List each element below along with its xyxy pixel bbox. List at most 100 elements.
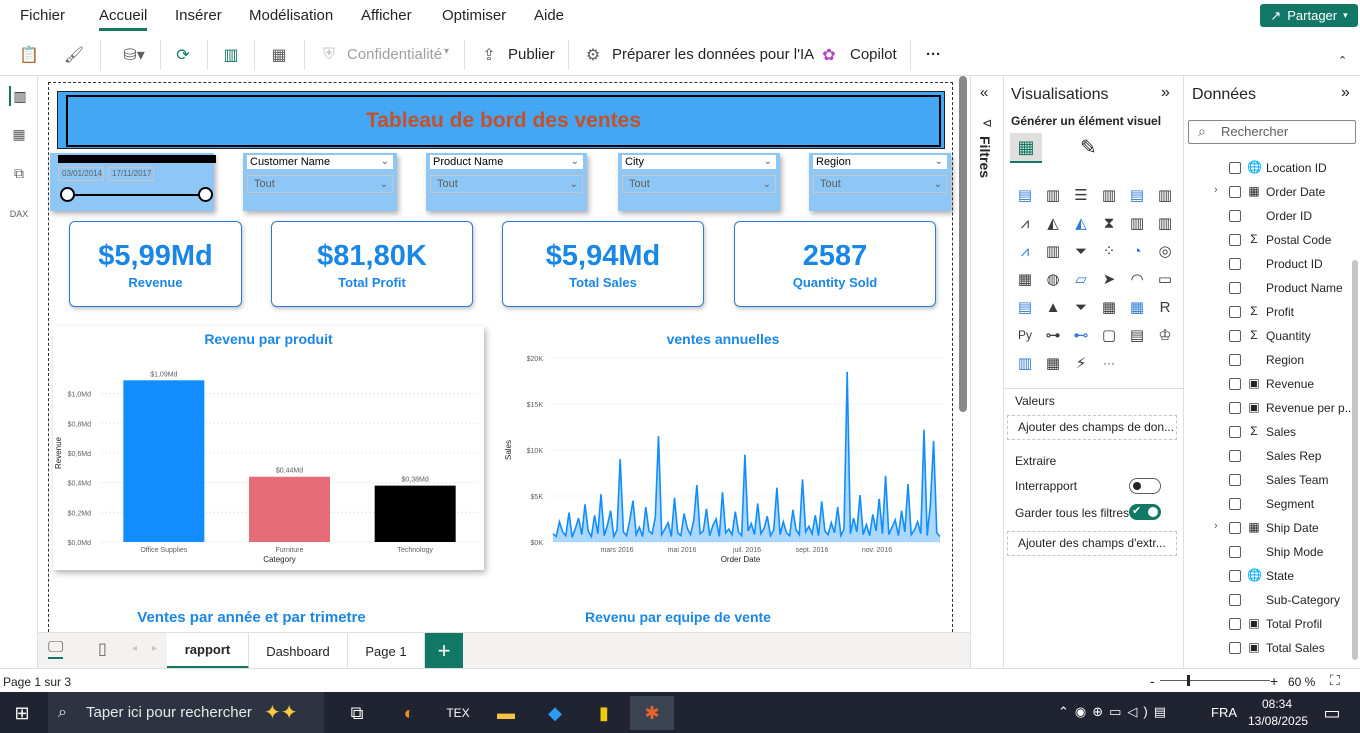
more-visuals-icon[interactable]: ··· <box>1103 356 1115 370</box>
field-checkbox[interactable] <box>1229 594 1241 606</box>
clustered-bar-icon[interactable]: ☰ <box>1074 187 1088 204</box>
windows-start-icon[interactable]: ⊞ <box>14 702 30 723</box>
expand-filters-icon[interactable]: « <box>980 84 989 101</box>
donut-chart-icon[interactable]: ◎ <box>1158 243 1172 260</box>
field-checkbox[interactable] <box>1229 330 1241 342</box>
multi-card-icon[interactable]: ▤ <box>1017 299 1033 316</box>
format-visual-tab-icon[interactable]: ✎ <box>1080 137 1097 159</box>
100-bar-icon[interactable]: ▤ <box>1129 187 1145 204</box>
active-app-icon[interactable]: ✱ <box>630 696 674 730</box>
data-pane-scrollbar[interactable] <box>1352 260 1358 660</box>
data-field-item[interactable]: ▣ Total Sales <box>1184 636 1354 660</box>
system-tray-icons[interactable]: ⌃◉⊕▭◁)▤ <box>1058 704 1173 719</box>
region-slicer[interactable]: Region ⌄ Tout ⌄ <box>809 153 951 211</box>
area-chart-icon[interactable]: ◭ <box>1047 215 1059 232</box>
field-checkbox[interactable] <box>1229 618 1241 630</box>
stacked-column-icon[interactable]: ▥ <box>1045 187 1061 204</box>
power-automate-icon[interactable]: ⚡ <box>1075 355 1087 372</box>
tex-app-icon[interactable]: TEX <box>446 706 470 720</box>
get-data-icon[interactable]: ⛁▾ <box>123 47 145 64</box>
zoom-slider-handle[interactable] <box>1187 675 1190 686</box>
annual-sales-chart[interactable]: ventes annuelles $0K $5K $10K $15K $20K mars … <box>497 326 949 570</box>
r-visual-icon[interactable]: R <box>1159 298 1171 316</box>
funnel-icon[interactable]: ⏷ <box>1074 242 1087 260</box>
field-checkbox[interactable] <box>1229 354 1241 366</box>
publish-icon[interactable]: ⇪ <box>482 47 496 64</box>
waterfall-icon[interactable]: ▥ <box>1157 215 1173 232</box>
data-field-item[interactable]: Product Name <box>1184 276 1354 300</box>
data-field-item[interactable]: › ▦ Order Date <box>1184 180 1354 204</box>
new-visual-icon[interactable]: ▥ <box>223 47 239 64</box>
data-field-item[interactable]: Σ Sales <box>1184 420 1354 444</box>
matrix-icon[interactable]: ▦ <box>1129 299 1145 316</box>
publish-button[interactable]: Publier <box>508 46 555 63</box>
menu-inserer[interactable]: Insérer <box>175 7 222 24</box>
line-clustered-icon[interactable]: ⩘ <box>1020 242 1030 260</box>
field-checkbox[interactable] <box>1229 162 1241 174</box>
tab-rapport[interactable]: rapport <box>167 633 249 669</box>
data-field-item[interactable]: Sub-Category <box>1184 588 1354 612</box>
data-field-item[interactable]: Order ID <box>1184 204 1354 228</box>
waterfall-chart-icon[interactable]: ▥ <box>1045 243 1061 260</box>
expand-chevron-icon[interactable]: › <box>1214 184 1218 196</box>
data-field-item[interactable]: Σ Postal Code <box>1184 228 1354 252</box>
calculator-icon[interactable]: ▦ <box>271 47 287 64</box>
paste-icon[interactable]: 📋 <box>19 47 39 64</box>
prepare-ai-icon[interactable]: ⚙ <box>585 47 601 64</box>
slicer-dropdown[interactable]: Tout ⌄ <box>813 175 947 193</box>
field-checkbox[interactable] <box>1229 234 1241 246</box>
data-field-item[interactable]: Σ Profit <box>1184 300 1354 324</box>
treemap-icon[interactable]: ▦ <box>1017 271 1033 288</box>
collapse-pane-icon[interactable]: » <box>1161 84 1170 101</box>
fit-page-icon[interactable]: ⛶ <box>1330 672 1340 688</box>
refresh-icon[interactable]: ⟳ <box>176 47 190 64</box>
data-field-item[interactable]: ▣ Revenue <box>1184 372 1354 396</box>
pie-chart-icon[interactable]: ◔ <box>1132 242 1142 260</box>
mobile-layout-icon[interactable]: ▯ <box>98 641 107 658</box>
menu-afficher[interactable]: Afficher <box>361 7 412 24</box>
data-field-item[interactable]: 🌐 Location ID <box>1184 156 1354 180</box>
filled-map-icon[interactable]: ▱ <box>1075 271 1087 288</box>
scatter-icon[interactable]: ⁘ <box>1102 243 1116 260</box>
field-checkbox[interactable] <box>1229 378 1241 390</box>
start-date-input[interactable]: 03/01/2014 <box>58 167 104 181</box>
expand-chevron-icon[interactable]: › <box>1214 520 1218 532</box>
menu-aide[interactable]: Aide <box>534 7 565 24</box>
start-date-handle[interactable] <box>60 187 75 202</box>
gauge-icon[interactable]: ◠ <box>1130 271 1144 288</box>
kpi-card-total-sales[interactable]: $5,94Md Total Sales <box>502 221 704 307</box>
kpi-icon[interactable]: ▲ <box>1045 298 1061 316</box>
file-explorer-icon[interactable]: ▬ <box>497 702 515 723</box>
field-checkbox[interactable] <box>1229 474 1241 486</box>
cross-report-toggle[interactable] <box>1129 478 1161 494</box>
notification-icon[interactable]: ▭ <box>1323 702 1341 723</box>
menu-optimiser[interactable]: Optimiser <box>442 7 507 24</box>
product-name-slicer[interactable]: Product Name ⌄ Tout ⌄ <box>426 153 587 211</box>
azure-map-icon[interactable]: ➤ <box>1102 271 1116 288</box>
keep-filters-toggle[interactable]: ✔ <box>1129 504 1161 520</box>
filters-label[interactable]: Filtres <box>977 136 993 179</box>
format-painter-icon[interactable]: 🖌 <box>63 47 85 64</box>
add-page-button[interactable]: + <box>425 633 463 668</box>
data-field-item[interactable]: › ▦ Ship Date <box>1184 516 1354 540</box>
field-checkbox[interactable] <box>1229 402 1241 414</box>
decomposition-tree-icon[interactable]: ⊷ <box>1073 327 1089 344</box>
ribbon-chart-icon[interactable]: ⧗ <box>1103 214 1115 232</box>
more-options-button[interactable]: ··· <box>926 46 941 63</box>
kpi-card-revenue[interactable]: $5,99Md Revenue <box>69 221 242 307</box>
smart-narrative-icon[interactable]: ▤ <box>1129 327 1145 344</box>
power-apps-icon[interactable]: ▦ <box>1045 355 1061 372</box>
city-slicer[interactable]: City ⌄ Tout ⌄ <box>618 153 780 211</box>
slicer-icon[interactable]: ⏷ <box>1074 298 1087 316</box>
map-icon[interactable]: ◍ <box>1046 271 1060 288</box>
data-field-item[interactable]: Segment <box>1184 492 1354 516</box>
zoom-out-button[interactable]: - <box>1150 673 1155 689</box>
revenue-by-product-chart[interactable]: Revenu par produit $0,0Md $0,2Md $0,4Md $0,… <box>53 326 484 570</box>
values-well[interactable]: Ajouter des champs de don... <box>1007 415 1177 440</box>
model-view-icon[interactable]: ⧉ <box>14 164 24 181</box>
copilot-icon[interactable]: ✿ <box>822 47 836 64</box>
stacked-bar-icon[interactable]: ▤ <box>1017 187 1033 204</box>
field-checkbox[interactable] <box>1229 450 1241 462</box>
field-checkbox[interactable] <box>1229 642 1241 654</box>
tab-prev-icon[interactable]: ◂ <box>132 643 138 654</box>
